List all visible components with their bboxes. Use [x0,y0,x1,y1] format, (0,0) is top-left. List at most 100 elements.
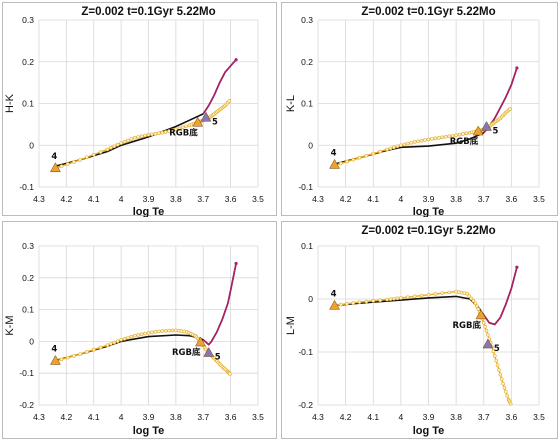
series-point-gold [112,144,117,149]
series-point-gold [115,339,120,343]
series-point-gold [423,138,427,142]
series-line-magenta [483,67,518,134]
marker-triangle [203,347,215,357]
y-tick-label: 0.1 [22,305,34,315]
series-point-gold [184,124,188,129]
chart-svg-k-m: 4.3 4.2 4.1 4 3.9 3.8 3.7 3.6 3.5 -0.2 -0.1 0 0.1 0.2… [4,241,264,437]
series-point-gold [357,155,362,160]
x-tick-label: 4.3 [312,412,324,422]
x-tick-label: 4 [399,194,404,204]
series-point-gold [499,377,504,381]
series-point-gold [508,107,512,111]
series-point-gold [119,338,123,342]
series-point-gold [405,295,410,299]
x-axis-label: log Te [133,425,165,437]
series-point-gold [59,164,64,168]
annotation-label: 5 [212,117,218,127]
series-point-gold [465,291,469,296]
annotation-label: 5 [215,353,221,363]
series-point-gold [364,153,369,158]
series-point-gold [105,147,110,152]
series-point-gold [388,146,393,151]
x-axis-label: log Te [413,206,445,217]
series-point-gold [419,138,424,143]
x-tick-label: 3.8 [170,412,182,422]
marker-triangle [329,299,340,310]
series-point-gold [437,136,441,140]
y-tick-label: -0.1 [298,182,313,192]
series-point-gold [469,296,474,301]
y-tick-label: -0.2 [298,400,313,410]
series-point-gold [464,131,469,136]
series-point-gold [115,142,120,147]
series-point-gold [150,330,154,335]
series-point-gold [426,137,431,142]
y-tick-label: 0 [29,140,34,150]
y-tick-label: -0.1 [298,347,313,357]
series-point-gold [392,296,396,301]
marker-triangle [50,162,61,173]
series-point-gold [163,328,168,333]
series-point-gold [371,299,376,303]
x-tick-label: 4.3 [33,194,45,204]
marker-triangle [195,336,206,347]
y-tick-label: 0.3 [301,15,313,25]
x-tick-label: 3.9 [423,194,435,204]
series-point-gold [378,298,382,302]
series-point-gold [85,155,89,160]
series-point-gold [65,162,70,166]
x-tick-label: 3.5 [252,194,264,204]
series-point-gold [357,300,362,304]
series-point-gold [180,125,185,130]
series-point-gold [495,363,500,368]
series-point-gold [338,161,343,166]
series-point-gold [505,393,510,398]
x-tick-label: 4.2 [60,194,72,204]
y-tick-label: 0.1 [22,99,34,109]
series-point-gold [385,147,389,152]
y-tick-label: 0 [308,294,313,304]
series-point-gold [388,297,393,301]
series-point-gold [122,140,127,144]
series-line-magenta [202,263,237,346]
series-point-gold [85,350,89,354]
series-point-gold [160,130,164,135]
series-point-gold [98,150,103,154]
series-point-gold [160,329,164,333]
series-point-gold [409,140,414,145]
series-point-gold [163,130,168,134]
chart-panel-k-l: Z=0.002 t=0.1Gyr 5.22Mo 4.3 4.2 4.1 4 3.9 3.8 3… [281,2,558,217]
marker-triangle [482,338,494,349]
series-line-magenta [483,266,518,326]
series-point-gold [450,133,455,138]
series-point-gold [72,160,76,164]
x-tick-label: 3.5 [533,412,545,422]
series-point-gold [412,294,417,299]
x-tick-label: 3.6 [505,412,517,422]
series-point-gold [473,301,478,306]
series-point-gold [364,299,369,304]
x-tick-label: 3.8 [450,412,462,422]
marker-triangle [192,116,204,127]
series-point-gold [481,321,486,325]
series-point-gold [139,332,144,337]
series-point-gold [475,304,479,308]
series-point-gold [399,143,403,148]
series-point-gold [177,126,182,131]
series-point-gold [59,357,64,362]
y-tick-label: 0.1 [301,99,313,109]
series-point-gold [228,372,232,376]
chart-svg-k-l: Z=0.002 t=0.1Gyr 5.22Mo 4.3 4.2 4.1 4 3.9 3.8 3… [285,6,545,217]
x-tick-label: 4.2 [340,194,352,204]
series-point-gold [440,291,445,295]
y-axis-label: K-L [285,95,297,112]
y-tick-label: 0 [308,140,313,150]
series-point-gold [467,294,472,298]
series-end-point [515,265,519,269]
series-point-gold [156,329,161,334]
x-tick-label: 4.3 [312,194,324,204]
series-point-gold [412,140,417,144]
series-point-gold [150,132,154,137]
chart-panel-h-k: Z=0.002 t=0.1Gyr 5.22Mo 4.3 4.2 4.1 4 3.9 3.8 3… [2,2,277,217]
series-line-gold [334,107,512,166]
